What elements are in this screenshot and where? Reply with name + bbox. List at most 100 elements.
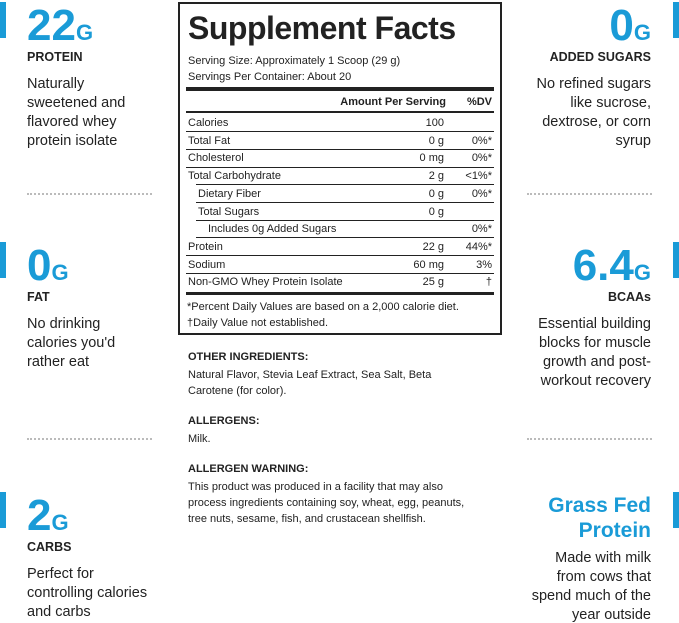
number: 0 xyxy=(27,241,52,290)
feature-number: 22G xyxy=(27,4,93,55)
nutrient-dv: 0%* xyxy=(471,223,492,236)
nutrient-dv: † xyxy=(485,276,492,289)
feature-label: BCAAs xyxy=(607,290,651,304)
amount-header: Amount Per Serving xyxy=(340,96,446,108)
rule xyxy=(186,87,494,91)
feature-text: year outside xyxy=(572,607,651,623)
rule xyxy=(186,292,494,295)
rule xyxy=(186,111,494,113)
servings-per-container: Servings Per Container: About 20 xyxy=(188,71,352,83)
feature-title: Grass Fed xyxy=(548,494,651,517)
nutrient-name: Sodium xyxy=(188,258,226,271)
nutrient-amount: 2 g xyxy=(428,170,444,183)
nutrient-dv: 44%* xyxy=(465,240,492,253)
feature-text: No drinking xyxy=(27,316,101,332)
feature-text: flavored whey xyxy=(27,114,117,130)
feature-text: syrup xyxy=(615,133,651,149)
nutrient-amount: 0 mg xyxy=(419,152,444,165)
nutrient-name: Total Sugars xyxy=(198,205,260,218)
nutrient-dv: 0%* xyxy=(471,134,492,147)
section-heading: ALLERGENS: xyxy=(188,415,260,427)
section-heading: ALLERGEN WARNING: xyxy=(188,463,309,475)
footnote: †Daily Value not established. xyxy=(187,317,329,329)
accent-bar xyxy=(0,2,6,38)
row-rule xyxy=(196,219,494,221)
divider xyxy=(27,438,152,440)
row-rule xyxy=(186,272,494,274)
row-rule xyxy=(186,166,494,168)
number: 22 xyxy=(27,1,76,50)
row-rule xyxy=(186,131,494,133)
feature-number: 2G xyxy=(27,494,69,545)
feature-text: sweetened and xyxy=(27,95,126,111)
feature-number: 0G xyxy=(609,4,651,55)
supplement-facts: Supplement Facts Serving Size: Approximat… xyxy=(178,2,502,335)
feature-text: controlling calories xyxy=(27,585,148,601)
feature-label: CARBS xyxy=(27,540,72,554)
unit: G xyxy=(75,20,94,45)
unit: G xyxy=(633,260,651,285)
nutrient-amount: 100 xyxy=(425,117,444,129)
feature-text: Made with milk xyxy=(555,550,651,566)
row-rule xyxy=(186,255,494,257)
divider xyxy=(27,193,152,195)
unit: G xyxy=(51,260,69,285)
accent-bar xyxy=(0,492,6,528)
nutrient-name: Includes 0g Added Sugars xyxy=(208,223,337,236)
serving-size: Serving Size: Approximately 1 Scoop (29 … xyxy=(188,55,401,67)
section-text: tree nuts, sesame, fish, and crustacean … xyxy=(188,513,426,525)
nutrient-amount: 22 g xyxy=(422,240,444,253)
row-rule xyxy=(196,184,494,186)
feature-number: 6.4G xyxy=(573,244,651,295)
section-text: process ingredients containing soy, whea… xyxy=(188,497,465,509)
feature-text: rather eat xyxy=(27,354,90,370)
nutrient-amount: 25 g xyxy=(422,276,444,289)
section-text: Carotene (for color). xyxy=(188,385,287,397)
feature-title: Protein xyxy=(578,519,651,542)
nutrient-name: Total Fat xyxy=(188,134,231,147)
accent-bar xyxy=(673,492,679,528)
feature-text: and carbs xyxy=(27,604,91,620)
feature-text: Essential building xyxy=(538,316,651,332)
unit: G xyxy=(51,510,69,535)
feature-label: FAT xyxy=(27,290,50,304)
nutrient-dv: 3% xyxy=(476,258,492,271)
feature-text: No refined sugars xyxy=(536,76,651,92)
nutrient-dv: 0%* xyxy=(471,187,492,200)
nutrient-name: Calories xyxy=(188,117,229,129)
feature-label: PROTEIN xyxy=(27,50,83,64)
feature-text: growth and post- xyxy=(542,354,651,370)
row-rule xyxy=(196,202,494,203)
number: 0 xyxy=(609,1,634,50)
feature-text: dextrose, or corn xyxy=(542,114,651,130)
accent-bar xyxy=(0,242,6,278)
accent-bar xyxy=(673,242,679,278)
accent-bar xyxy=(673,2,679,38)
facts-title: Supplement Facts xyxy=(188,10,456,46)
nutrient-name: Total Carbohydrate xyxy=(188,170,281,183)
divider xyxy=(527,193,652,195)
nutrient-dv: <1%* xyxy=(465,170,492,183)
nutrient-amount: 0 g xyxy=(428,205,444,218)
footnote: *Percent Daily Values are based on a 2,0… xyxy=(187,301,459,313)
section-heading: OTHER INGREDIENTS: xyxy=(188,351,309,363)
feature-text: calories you'd xyxy=(27,335,116,351)
nutrient-name: Non-GMO Whey Protein Isolate xyxy=(188,276,343,289)
nutrient-amount: 60 mg xyxy=(413,258,444,271)
row-rule xyxy=(196,237,494,239)
feature-text: protein isolate xyxy=(27,133,118,149)
nutrient-amount: 0 g xyxy=(428,134,444,147)
feature-label: ADDED SUGARS xyxy=(549,50,651,64)
nutrient-name: Cholesterol xyxy=(188,152,244,165)
feature-text: spend much of the xyxy=(531,588,651,604)
section-text: This product was produced in a facility … xyxy=(188,481,443,493)
nutrient-dv: 0%* xyxy=(471,152,492,165)
nutrient-name: Protein xyxy=(188,240,223,253)
feature-text: workout recovery xyxy=(540,373,651,389)
nutrient-name: Dietary Fiber xyxy=(198,187,261,200)
feature-text: like sucrose, xyxy=(570,95,651,111)
feature-text: from cows that xyxy=(556,569,651,585)
section-text: Natural Flavor, Stevia Leaf Extract, Sea… xyxy=(188,369,432,381)
